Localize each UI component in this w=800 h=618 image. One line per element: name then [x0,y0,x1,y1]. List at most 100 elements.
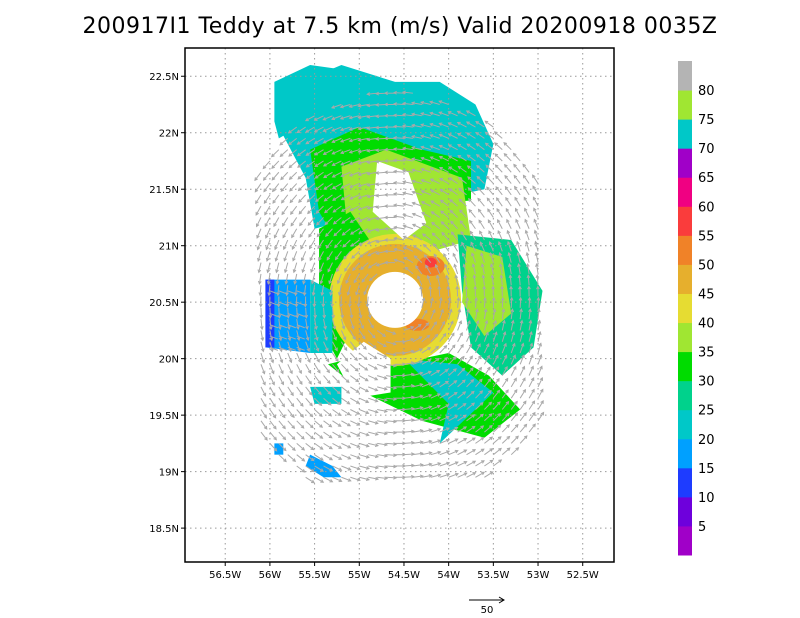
wind-vector-head [344,357,349,362]
wind-vector-head [334,256,339,261]
wind-vector-head [374,432,379,436]
y-tick-label: 22N [159,129,179,140]
wind-vector [403,442,414,444]
wind-vector-head [512,152,517,157]
wind-vector [467,176,476,184]
wind-vector-head [393,464,398,469]
wind-vector-head [393,225,398,230]
wind-vector [376,341,387,347]
wind-vector-head [337,423,342,427]
wind-vector-head [300,413,305,418]
wind-vector [308,228,316,238]
wind-vector-head [320,479,325,483]
wind-vector-head [438,167,443,171]
wind-vector-head [324,221,329,226]
wind-vector [263,171,271,181]
wind-vector [457,110,467,117]
wind-vector [402,158,413,162]
wind-vector-head [271,392,276,397]
wind-vector [358,307,362,318]
colorbar-swatch [678,525,692,556]
wind-vector-head [262,177,267,181]
x-tick-label: 55W [348,570,371,581]
wind-vector-head [456,110,461,115]
wind-vector-head [299,381,303,386]
wind-vector-head [351,255,355,259]
wind-vector [492,309,496,320]
wind-vector-head [518,285,522,290]
wind-vector-head [288,153,293,157]
wind-vector-head [476,331,481,336]
wind-vector [386,442,397,445]
wind-vector [269,443,277,452]
wind-vector [519,366,525,376]
wind-vector [367,352,377,359]
wind-vector [386,431,397,434]
wind-vector [457,122,467,128]
wind-vector [385,329,396,335]
wind-vector [412,360,423,365]
wind-vector [314,397,322,406]
wind-vector-head [402,202,407,207]
wind-vector [412,158,422,162]
wind-vector-head [313,314,318,319]
wind-vector-head [469,230,474,235]
wind-vector [460,231,467,241]
wind-vector [349,183,360,188]
wind-vector-head [431,221,435,226]
wind-vector-head [326,369,330,374]
wind-vector [457,133,467,139]
wind-vector [448,321,454,331]
wind-vector-head [438,296,443,301]
wind-vector-head [425,322,430,327]
wind-vector-head [442,332,447,337]
wind-vector-head [375,193,380,198]
wind-vector-head [522,400,527,405]
wind-vector-head [489,459,494,464]
wind-vector [368,386,378,391]
wind-vector-head [454,403,459,408]
wind-vector [448,427,458,433]
wind-vector [299,217,307,226]
wind-vector-head [524,218,528,223]
wind-vector [479,230,485,241]
wind-vector-head [325,233,329,237]
wind-vector [469,220,476,230]
wind-vector-head [347,422,352,427]
wind-vector [403,350,414,354]
wind-vector [367,216,378,221]
wind-vector [403,373,414,377]
wind-vector-head [383,420,389,425]
wind-vector [287,341,292,352]
wind-vector [332,330,337,340]
wind-vector-head [402,180,407,184]
wind-vector [448,344,456,354]
wind-vector [352,262,360,271]
wind-vector-head [337,401,342,406]
wind-vector-head [310,268,314,274]
wind-vector [296,346,305,351]
wind-vector-head [392,192,397,196]
wind-vector-head [488,413,493,417]
wind-vector [269,409,277,418]
wind-vector [296,386,303,396]
wind-vector-head [489,471,494,475]
wind-vector-head [342,243,347,248]
wind-vector-head [402,157,407,162]
wind-vector [350,409,360,415]
wind-vector-head [505,196,509,201]
wind-vector [361,273,369,283]
wind-vector [533,208,539,218]
wind-vector-head [473,285,478,290]
wind-vector-head [493,131,498,135]
wind-vector-head [308,380,312,385]
x-tick-label: 54W [437,570,460,581]
wind-vector [338,285,342,296]
wind-vector-head [479,390,484,395]
wind-vector [349,330,356,340]
wind-vector-head [497,424,502,429]
wind-vector-head [480,436,485,441]
wind-vector-head [383,125,388,129]
wind-vector [323,454,333,461]
wind-vector-head [357,138,362,142]
